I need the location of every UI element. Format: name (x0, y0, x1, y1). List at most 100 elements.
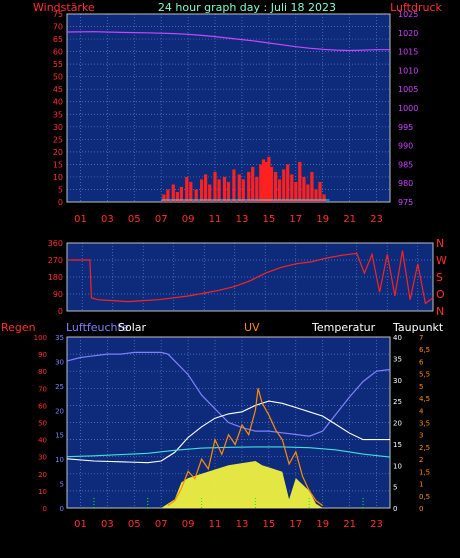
wind-bar (204, 174, 208, 202)
wind-bar (217, 179, 221, 202)
regen-tick-label: 80 (38, 368, 47, 376)
temperatur-tick-label: 10 (393, 462, 402, 470)
wind-bar (185, 176, 189, 202)
uv-tick-label: 0 (419, 505, 423, 513)
pressure-line (66, 31, 390, 52)
x-tick-label: 17 (289, 214, 302, 225)
uv-tick-label: 2 (419, 456, 423, 464)
temperatur-tick-label: 25 (393, 398, 402, 406)
direction-tick-label: 180 (48, 273, 63, 282)
windstaerke-tick-label: 45 (53, 85, 63, 94)
x-tick-label: 07 (155, 214, 168, 225)
x-tick-label: 15 (263, 519, 276, 530)
wind-bar (251, 166, 255, 202)
uv-tick-label: 5 (419, 383, 423, 391)
x-tick-label: 05 (128, 519, 141, 530)
uv-label: UV (244, 321, 260, 334)
windstaerke-tick-label: 60 (53, 48, 63, 57)
temperatur-tick-label: 30 (393, 377, 402, 385)
luftdruck-tick-label: 985 (398, 160, 413, 169)
x-tick-label: 01 (74, 214, 87, 225)
regen-tick-label: 40 (38, 437, 47, 445)
luftfeuchte-tick-label: 35 (55, 334, 64, 342)
x-tick-label: 21 (343, 519, 356, 530)
windstaerke-label: Windstärke (33, 1, 95, 14)
luftfeuchte-label: Luftfeuchte (66, 321, 129, 334)
luftfeuchte-tick-label: 5 (60, 481, 64, 489)
wind-bar (264, 161, 268, 202)
wind-bar (189, 181, 193, 202)
x-tick-label: 13 (236, 519, 249, 530)
luftdruck-tick-label: 1000 (398, 104, 418, 113)
windstaerke-tick-label: 25 (53, 135, 63, 144)
wind-bar (261, 159, 266, 202)
regen-tick-label: 60 (38, 402, 47, 410)
luftfeuchte-tick-label: 30 (55, 358, 64, 366)
wind-bar (175, 192, 179, 202)
compass-label: N (436, 237, 444, 250)
wind-bar (162, 194, 166, 202)
wind-bar (318, 181, 322, 202)
x-tick-label: 03 (101, 214, 114, 225)
windstaerke-tick-label: 30 (53, 123, 63, 132)
regen-tick-label: 100 (34, 334, 47, 342)
windstaerke-tick-label: 65 (53, 35, 63, 44)
x-tick-label: 23 (370, 214, 383, 225)
windstaerke-tick-label: 0 (58, 198, 63, 207)
uv-tick-label: 6 (419, 358, 424, 366)
uv-tick-label: 5,5 (419, 371, 430, 379)
x-tick-label: 01 (74, 519, 87, 530)
luftdruck-tick-label: 1025 (398, 10, 418, 19)
x-tick-label: 15 (263, 214, 276, 225)
regen-tick-label: 0 (43, 505, 47, 513)
windstaerke-tick-label: 70 (53, 23, 63, 32)
windstaerke-tick-label: 20 (53, 148, 63, 157)
x-tick-label: 23 (370, 519, 383, 530)
wind-bar (274, 171, 278, 202)
wind-bar (294, 181, 298, 202)
regen-tick-label: 50 (38, 420, 47, 428)
temperatur-tick-label: 40 (393, 334, 402, 342)
wind-bar (247, 171, 251, 202)
wind-bar (208, 184, 212, 202)
solar-label: Solar (118, 321, 147, 334)
temperatur-label: Temperatur (311, 321, 376, 334)
uv-tick-label: 6,5 (419, 346, 430, 354)
windstaerke-tick-label: 15 (53, 160, 63, 169)
solar-area (161, 461, 323, 508)
compass-label: N (436, 305, 444, 318)
uv-tick-label: 1 (419, 481, 423, 489)
luftfeuchte-tick-label: 20 (55, 407, 64, 415)
uv-tick-label: 7 (419, 334, 423, 342)
wind-bar (171, 184, 175, 202)
wind-bar (179, 187, 183, 202)
wind-bar (298, 161, 302, 202)
x-tick-label: 17 (289, 519, 302, 530)
dewpoint-line (66, 446, 391, 458)
temperatur-tick-label: 20 (393, 420, 402, 428)
wind-bar (194, 189, 198, 202)
regen-tick-label: 10 (38, 488, 47, 496)
regen-tick-label: 30 (38, 454, 47, 462)
compass-label: S (436, 271, 443, 284)
temperature-line (66, 400, 390, 464)
regen-label: Regen (1, 321, 36, 334)
x-tick-label: 19 (316, 519, 329, 530)
compass-label: W (436, 254, 447, 267)
x-tick-label: 03 (101, 519, 114, 530)
wind-bar (282, 169, 286, 202)
taupunkt-label: Taupunkt (392, 321, 444, 334)
regen-tick-label: 90 (38, 351, 47, 359)
windstaerke-tick-label: 55 (53, 60, 63, 69)
wind-bar (213, 171, 217, 202)
chart-title: 24 hour graph day : Juli 18 2023 (158, 1, 336, 14)
x-tick-label: 19 (316, 214, 329, 225)
wind-bar (314, 189, 318, 202)
direction-tick-label: 0 (58, 307, 63, 316)
luftdruck-tick-label: 975 (398, 198, 413, 207)
x-tick-label: 13 (236, 214, 249, 225)
uv-line (167, 388, 324, 507)
luftfeuchte-tick-label: 15 (55, 432, 64, 440)
direction-tick-label: 360 (48, 239, 63, 248)
